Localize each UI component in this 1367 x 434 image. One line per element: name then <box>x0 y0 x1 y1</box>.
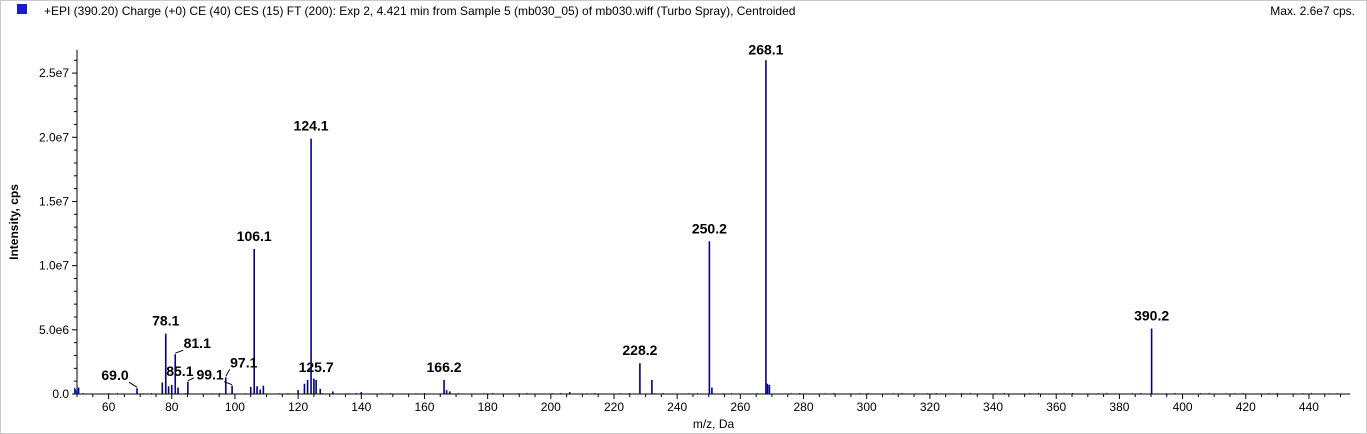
peak-label: 97.1 <box>230 354 257 370</box>
peak-label: 106.1 <box>237 228 272 244</box>
axes: 60 80 100 120 140 160 180 200 220 240 260 280 300 320… <box>39 50 1350 414</box>
peak-label: 228.2 <box>622 342 657 358</box>
spectrum-title: +EPI (390.20) Charge (+0) CE (40) CES (1… <box>44 4 796 18</box>
peak-label-connector <box>187 377 195 382</box>
y-axis-label: Intensity, cps <box>7 184 21 260</box>
x-tick-label: 400 <box>1173 400 1193 414</box>
y-tick-label: 1.5e7 <box>39 194 69 208</box>
x-tick-label: 340 <box>983 400 1003 414</box>
peak-label-connector <box>223 381 233 386</box>
peak-label: 166.2 <box>427 359 462 375</box>
y-tick-label: 0.0 <box>52 387 69 401</box>
x-tick-label: 320 <box>920 400 940 414</box>
peak-labels: 69.0 78.1 81.1 85.1 97.1 99.1 106.1 124.1 125.7 1… <box>101 41 1169 388</box>
x-tick-label: 420 <box>1236 400 1256 414</box>
x-tick-label: 80 <box>165 400 179 414</box>
x-tick-label: 380 <box>1109 400 1129 414</box>
peak-label-connector <box>175 349 184 354</box>
peak-label: 250.2 <box>692 220 727 236</box>
x-tick-label: 200 <box>541 400 561 414</box>
x-tick-label: 300 <box>857 400 877 414</box>
left-edge-marker-icon <box>74 387 79 394</box>
peak-label: 85.1 <box>166 363 193 379</box>
x-tick-label: 280 <box>794 400 814 414</box>
peak-series <box>74 60 1338 394</box>
y-tick-label: 2.0e7 <box>39 130 69 144</box>
x-tick-label: 360 <box>1046 400 1066 414</box>
x-tick-label: 60 <box>102 400 116 414</box>
peak-label-connector <box>225 369 231 377</box>
peak-label: 81.1 <box>184 335 211 351</box>
x-tick-label: 140 <box>351 400 371 414</box>
x-axis-label: m/z, Da <box>693 417 735 431</box>
y-tick-label: 1.0e7 <box>39 259 69 273</box>
x-tick-label: 440 <box>1299 400 1319 414</box>
peak-label: 99.1 <box>196 367 223 383</box>
x-tick-label: 160 <box>414 400 434 414</box>
x-tick-label: 120 <box>288 400 308 414</box>
x-tick-label: 240 <box>667 400 687 414</box>
x-tick-label: 180 <box>478 400 498 414</box>
peak-label: 69.0 <box>101 367 128 383</box>
series-legend-marker-icon <box>17 4 27 14</box>
y-tick-label: 2.5e7 <box>39 66 69 80</box>
peak-label: 125.7 <box>299 359 334 375</box>
x-tick-label: 100 <box>225 400 245 414</box>
y-tick-label: 5.0e6 <box>39 323 69 337</box>
max-intensity-label: Max. 2.6e7 cps. <box>1270 4 1355 18</box>
peak-label-connector <box>128 381 138 388</box>
peak-label: 78.1 <box>152 313 179 329</box>
peak-label: 124.1 <box>294 118 329 134</box>
peak-label: 390.2 <box>1134 308 1169 324</box>
x-tick-label: 260 <box>730 400 750 414</box>
x-tick-label: 220 <box>604 400 624 414</box>
peak-label: 268.1 <box>748 41 783 57</box>
